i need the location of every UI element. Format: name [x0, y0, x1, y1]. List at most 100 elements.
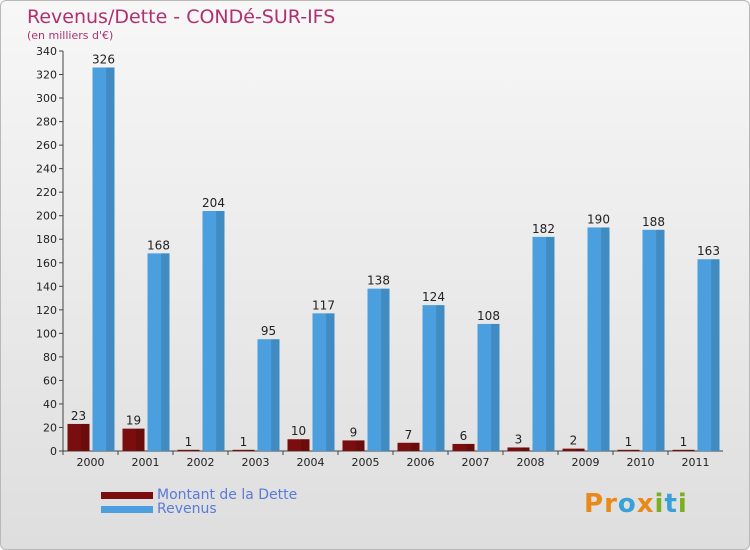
x-tick-label: 2000 — [77, 456, 105, 469]
y-tick: 60 — [43, 374, 63, 387]
data-label-revenus: 124 — [422, 290, 445, 304]
y-tick: 20 — [43, 421, 63, 434]
bar-shade — [191, 450, 199, 451]
bar-shade — [161, 253, 169, 451]
legend-item-revenus: Revenus — [101, 501, 217, 517]
data-label-dette: 19 — [126, 414, 141, 428]
x-tick-label: 2010 — [627, 456, 655, 469]
logo-letter: i — [678, 489, 688, 519]
bar-shade — [81, 424, 89, 451]
y-tick: 160 — [36, 257, 63, 270]
bar-shade — [601, 227, 609, 451]
y-tick-label: 40 — [43, 398, 57, 411]
data-label-dette: 3 — [515, 432, 523, 446]
x-tick-label: 2001 — [132, 456, 160, 469]
y-tick-label: 280 — [36, 116, 57, 129]
bar-shade — [301, 439, 309, 451]
x-tick-label: 2009 — [572, 456, 600, 469]
logo-letter: i — [655, 489, 665, 519]
chart-frame: Revenus/Dette - CONDé-SUR-IFS (en millie… — [0, 0, 750, 550]
y-tick-label: 60 — [43, 374, 57, 387]
bar-shade — [466, 444, 474, 451]
y-tick-label: 80 — [43, 351, 57, 364]
legend-swatch-dette — [101, 492, 153, 499]
y-tick: 300 — [36, 92, 63, 105]
bar-shade — [711, 259, 719, 451]
data-label-revenus: 168 — [147, 238, 170, 252]
bar-shade — [436, 305, 444, 451]
data-label-revenus: 108 — [477, 309, 500, 323]
bar-shade — [521, 447, 529, 451]
y-tick: 140 — [36, 280, 63, 293]
y-tick-label: 140 — [36, 280, 57, 293]
bar-shade — [491, 324, 499, 451]
bar-shade — [576, 449, 584, 451]
x-tick-label: 2007 — [462, 456, 490, 469]
logo-letter: t — [664, 489, 677, 519]
legend-label-revenus: Revenus — [157, 501, 217, 517]
y-tick-label: 100 — [36, 327, 57, 340]
data-label-dette: 23 — [71, 409, 86, 423]
y-tick-label: 0 — [50, 445, 57, 458]
y-tick: 240 — [36, 163, 63, 176]
x-tick-label: 2006 — [407, 456, 435, 469]
bar-shade — [326, 313, 334, 451]
data-label-dette: 10 — [291, 424, 306, 438]
data-label-revenus: 163 — [697, 244, 720, 258]
data-label-revenus: 190 — [587, 212, 610, 226]
data-label-dette: 1 — [240, 435, 248, 449]
y-tick-label: 320 — [36, 69, 57, 82]
y-tick-label: 200 — [36, 210, 57, 223]
y-tick: 100 — [36, 327, 63, 340]
y-tick-label: 180 — [36, 233, 57, 246]
bar-chart: 0 20 40 60 80 100 120 140 160 180 200 220 240 260 280 3… — [1, 1, 749, 549]
bar-shade — [686, 450, 694, 451]
data-label-dette: 6 — [460, 429, 468, 443]
y-tick-label: 120 — [36, 304, 57, 317]
y-tick: 320 — [36, 69, 63, 82]
data-label-dette: 7 — [405, 428, 413, 442]
y-axis: 0 20 40 60 80 100 120 140 160 180 200 220 240 260 280 3… — [36, 45, 63, 458]
y-tick-label: 300 — [36, 92, 57, 105]
logo-letter: r — [604, 489, 618, 519]
data-label-revenus: 188 — [642, 215, 665, 229]
legend-swatch-revenus — [101, 506, 153, 513]
bar-shade — [246, 450, 254, 451]
x-tick-label: 2005 — [352, 456, 380, 469]
data-label-dette: 1 — [625, 435, 633, 449]
y-tick: 280 — [36, 116, 63, 129]
data-label-revenus: 138 — [367, 274, 390, 288]
bar-shade — [656, 230, 664, 451]
bar-shade — [136, 429, 144, 451]
data-label-revenus: 95 — [261, 324, 276, 338]
y-tick: 40 — [43, 398, 63, 411]
bar-shade — [546, 237, 554, 451]
logo-letter: x — [637, 489, 655, 519]
y-tick: 340 — [36, 45, 63, 58]
y-tick-label: 160 — [36, 257, 57, 270]
data-label-dette: 9 — [350, 425, 358, 439]
y-tick: 180 — [36, 233, 63, 246]
y-tick: 220 — [36, 186, 63, 199]
logo-letter: o — [618, 489, 637, 519]
y-tick-label: 220 — [36, 186, 57, 199]
x-tick-label: 2002 — [187, 456, 215, 469]
data-label-revenus: 204 — [202, 196, 225, 210]
y-tick-label: 340 — [36, 45, 57, 58]
data-label-revenus: 117 — [312, 298, 335, 312]
y-tick: 200 — [36, 210, 63, 223]
bar-shade — [356, 440, 364, 451]
x-tick-label: 2008 — [517, 456, 545, 469]
x-tick-label: 2004 — [297, 456, 325, 469]
data-label-dette: 1 — [185, 435, 193, 449]
data-label-revenus: 182 — [532, 222, 555, 236]
bar-shade — [631, 450, 639, 451]
x-axis: 2000 2001 2002 2003 2004 2005 2006 2007 2008 2009… — [63, 451, 723, 469]
y-tick-label: 260 — [36, 139, 57, 152]
data-label-revenus: 326 — [92, 52, 115, 66]
data-label-dette: 1 — [680, 435, 688, 449]
x-tick-label: 2011 — [682, 456, 710, 469]
bar-shade — [381, 289, 389, 451]
bar-shade — [271, 339, 279, 451]
bar-shade — [106, 67, 114, 451]
